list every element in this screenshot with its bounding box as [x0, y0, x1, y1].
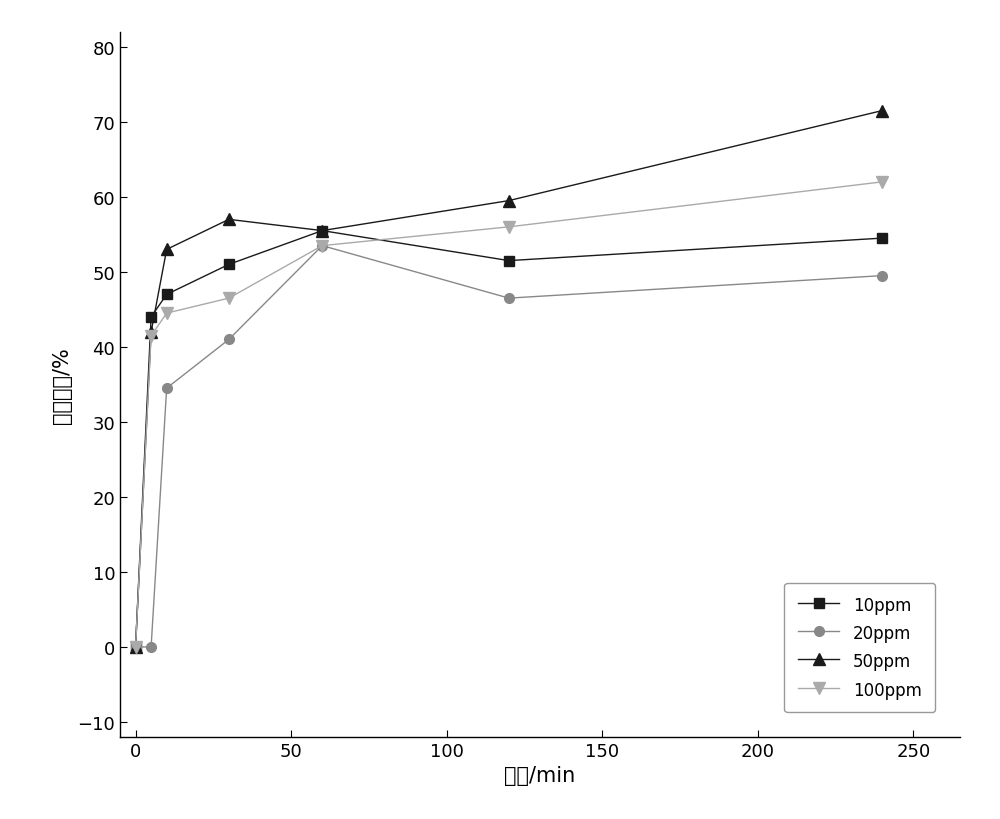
100ppm [316, 242, 328, 251]
Line: 20ppm: 20ppm [131, 242, 887, 652]
20ppm [161, 384, 173, 394]
10ppm [145, 313, 157, 323]
100ppm [161, 309, 173, 319]
100ppm [130, 642, 142, 652]
Legend: 10ppm, 20ppm, 50ppm, 100ppm: 10ppm, 20ppm, 50ppm, 100ppm [784, 583, 935, 713]
10ppm [503, 256, 515, 266]
Y-axis label: 吸附效率/%: 吸附效率/% [52, 346, 72, 423]
10ppm [876, 234, 888, 244]
50ppm [503, 197, 515, 206]
100ppm [145, 332, 157, 342]
20ppm [223, 335, 235, 345]
50ppm [161, 245, 173, 255]
20ppm [876, 271, 888, 281]
X-axis label: 时间/min: 时间/min [504, 766, 576, 785]
100ppm [503, 223, 515, 233]
100ppm [876, 178, 888, 188]
100ppm [223, 294, 235, 304]
10ppm [161, 290, 173, 300]
10ppm [130, 642, 142, 652]
Line: 10ppm: 10ppm [131, 227, 887, 652]
Line: 50ppm: 50ppm [130, 106, 888, 653]
20ppm [316, 242, 328, 251]
20ppm [145, 642, 157, 652]
50ppm [316, 226, 328, 236]
50ppm [145, 328, 157, 337]
20ppm [503, 294, 515, 304]
Line: 100ppm: 100ppm [130, 177, 888, 653]
50ppm [223, 215, 235, 225]
50ppm [876, 106, 888, 116]
50ppm [130, 642, 142, 652]
10ppm [316, 226, 328, 236]
20ppm [130, 642, 142, 652]
10ppm [223, 260, 235, 270]
